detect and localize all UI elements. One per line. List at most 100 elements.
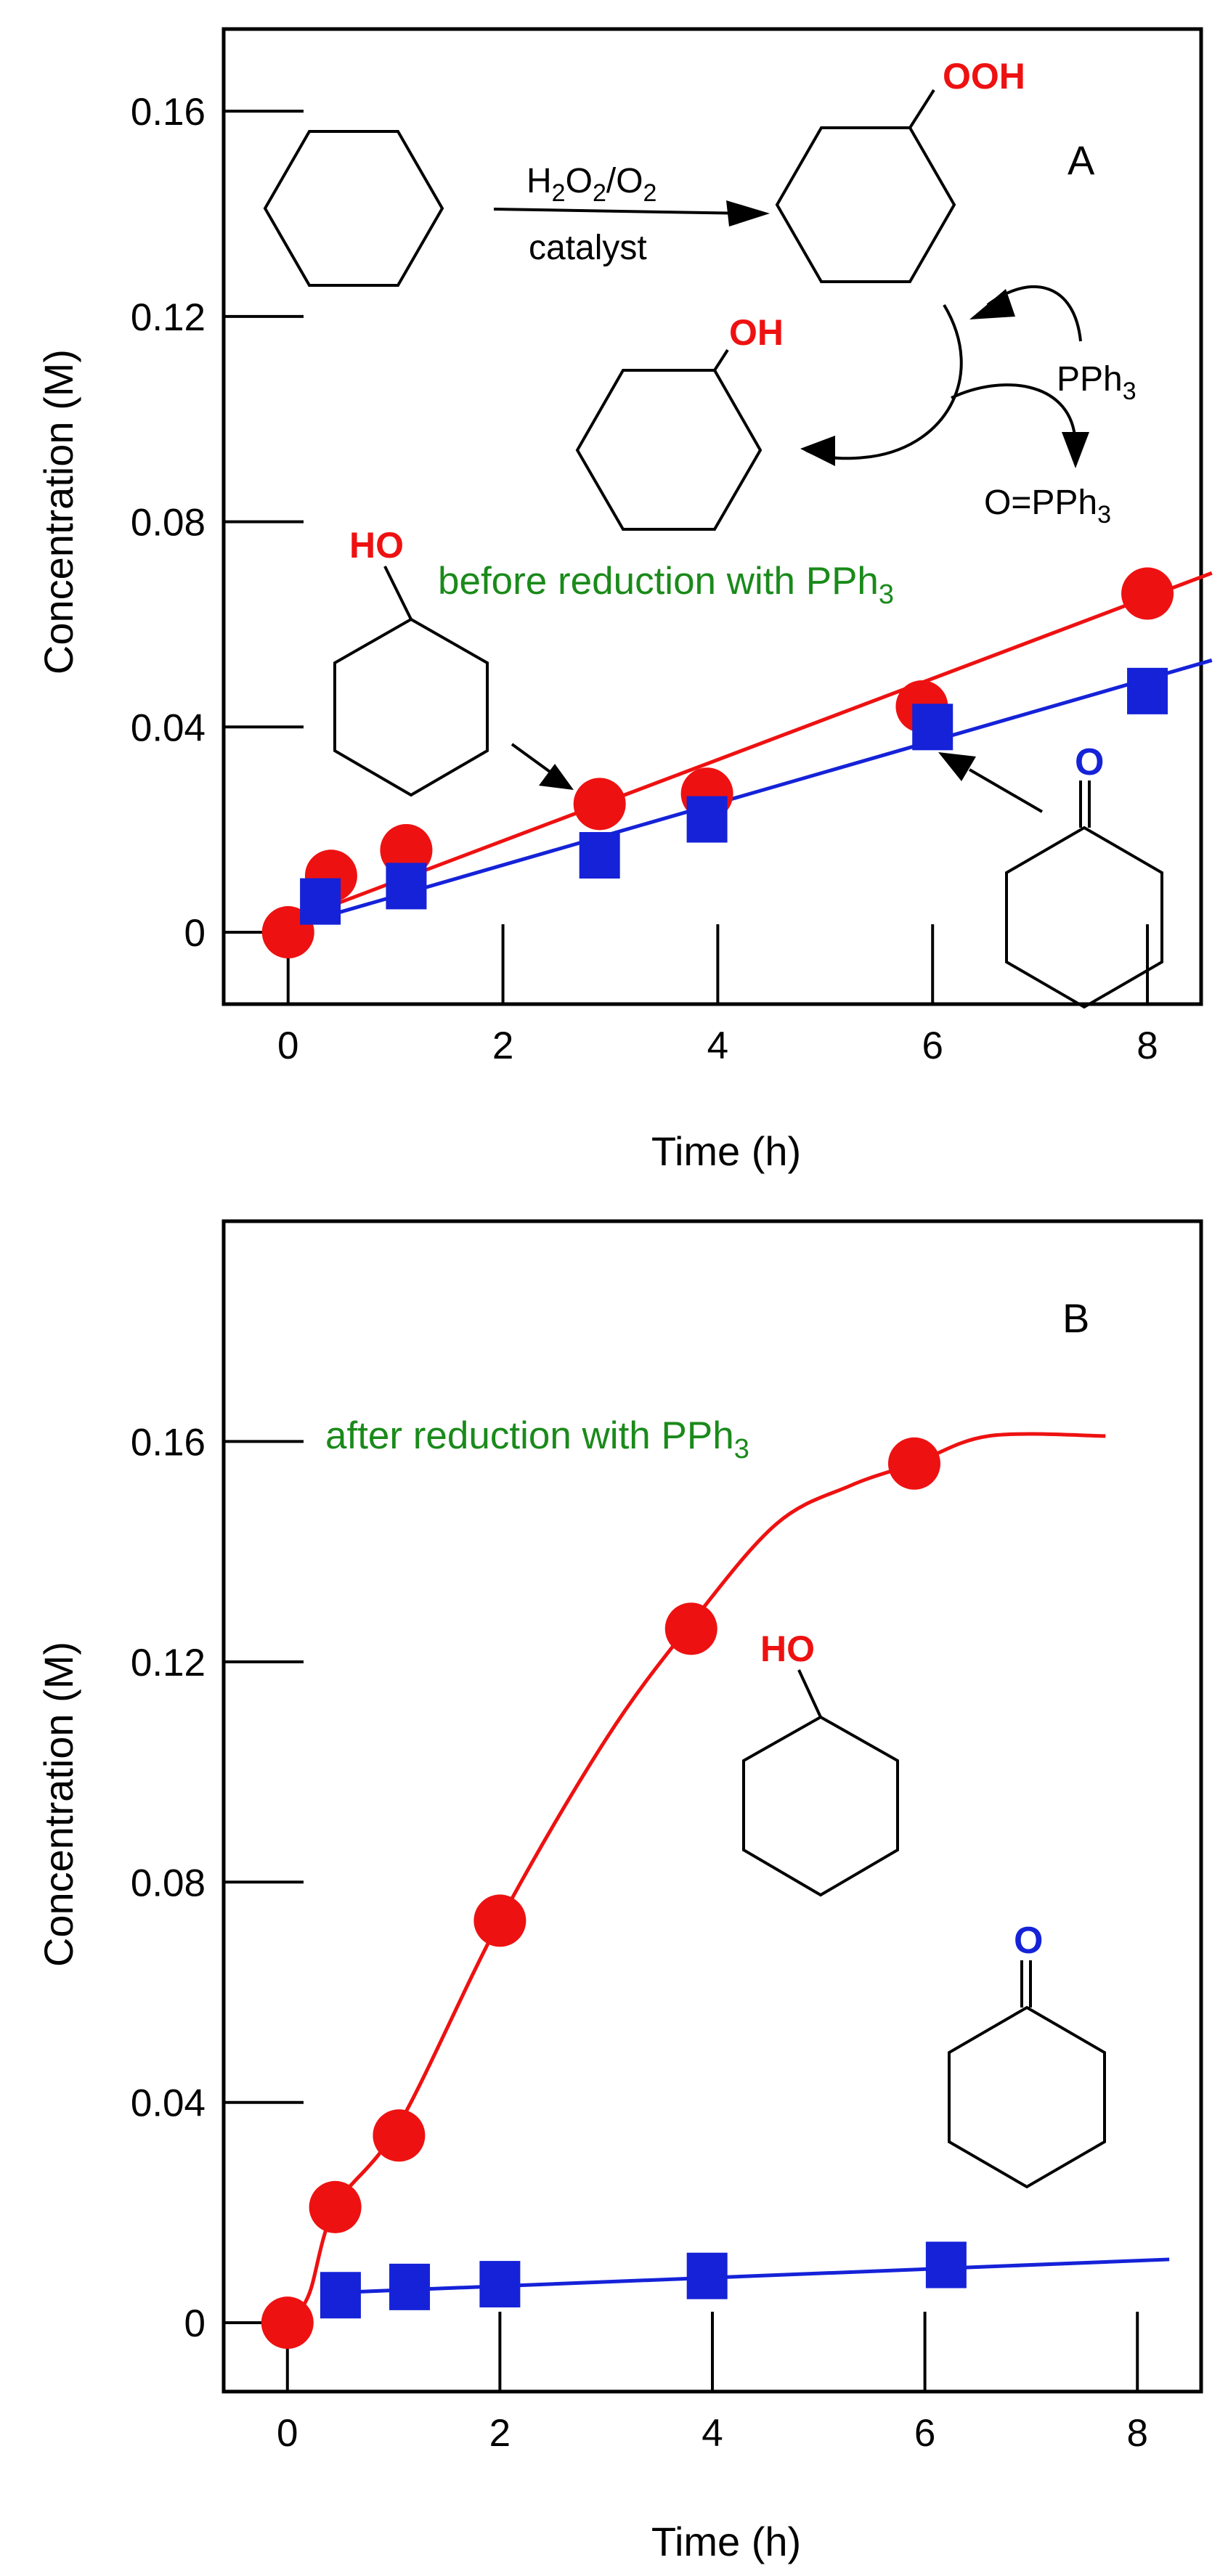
cyclohexanol-point	[573, 778, 626, 831]
reaction-scheme: H2O2/O2 catalyst OOH PPh3 O=PPh3 OH	[263, 56, 1136, 531]
reagent-label: H2O2/O2	[526, 162, 656, 207]
ooh-bond	[908, 89, 935, 129]
cyclohexane-ring	[263, 130, 444, 287]
cyclohexanone-point	[386, 863, 427, 910]
ketone-pointer-head-a	[938, 752, 976, 781]
a-y-tick-label: 0	[184, 912, 206, 955]
ho-label-a: HO	[349, 525, 404, 566]
b-x-tick-label: 8	[1126, 2412, 1147, 2455]
panel-a-fit-lines	[287, 571, 1213, 929]
panel-b-annotation: after reduction with PPh3	[325, 1414, 749, 1464]
panel-b: 0 0.04 0.08 0.12 0.16 0 2 4 6 8 Time (h) Concentr…	[36, 1219, 1203, 2564]
cyclohexanone-point	[320, 2272, 361, 2319]
b-y-tick-label: 0.08	[131, 1862, 206, 1904]
alcohol-pointer-a	[511, 743, 553, 775]
ho-label-b: HO	[760, 1629, 815, 1669]
cyclohexanone-fit-line	[340, 2257, 1170, 2294]
cyclohexanone-point	[925, 2241, 967, 2288]
b-y-tick-label: 0.16	[131, 1421, 206, 1464]
panel-a-y-axis-title: Concentration (M)	[36, 349, 81, 674]
panel-b-ticks	[224, 1440, 1139, 2392]
panel-a: 0 0.04 0.08 0.12 0.16 0 2 4 6 8 Time (h) Concentr…	[36, 27, 1213, 1174]
b-x-tick-label: 6	[914, 2412, 935, 2455]
panel-a-markers	[261, 567, 1174, 959]
a-x-tick-label: 0	[277, 1024, 298, 1067]
cyclohexanol-point	[1121, 567, 1174, 620]
cyclohexanone-ring-b	[948, 2005, 1106, 2189]
panel-a-annotation: before reduction with PPh3	[438, 560, 894, 610]
cyclohexanone-point	[686, 2252, 728, 2299]
cyclohexanol-curve	[285, 1432, 1106, 2324]
panel-a-tick-labels: 0 0.04 0.08 0.12 0.16 0 2 4 6 8	[131, 91, 1158, 1067]
ketone-structure-b: O	[948, 1920, 1106, 2189]
pph3-arrowhead	[969, 289, 1015, 319]
cyclohexanol-point	[309, 2180, 362, 2233]
cyclohexanol-point	[373, 2109, 426, 2162]
a-x-tick-label: 6	[922, 1024, 943, 1067]
cyclohexanone-point	[579, 832, 620, 879]
opph3-label: O=PPh3	[984, 484, 1111, 529]
opph3-arrow-curve	[951, 383, 1076, 436]
hydroperoxide-ring	[775, 126, 956, 283]
ketone-structure-a: O	[938, 741, 1163, 1009]
a-y-tick-label: 0.16	[131, 91, 206, 134]
b-x-tick-label: 4	[702, 2412, 723, 2455]
cyclohexanol-point	[261, 2296, 314, 2349]
a-y-tick-label: 0.12	[131, 296, 206, 339]
a-x-tick-label: 2	[492, 1024, 513, 1067]
cyclohexanone-point	[479, 2261, 521, 2308]
panel-b-y-axis-title: Concentration (M)	[36, 1642, 81, 1967]
b-x-tick-label: 0	[277, 2412, 298, 2455]
panel-a-frame	[221, 27, 1203, 1006]
panel-b-frame	[221, 1219, 1203, 2394]
panel-b-tick-labels: 0 0.04 0.08 0.12 0.16 0 2 4 6 8	[131, 1421, 1148, 2455]
cyclohexanol-ring-a	[333, 617, 489, 797]
cyclohexanone-point	[686, 796, 728, 843]
o-label-a: O	[1075, 741, 1104, 783]
a-x-tick-label: 8	[1136, 1024, 1158, 1067]
ho-bond-b	[797, 1669, 822, 1718]
panel-b-curves	[285, 1432, 1170, 2324]
cyclohexanone-point	[912, 704, 953, 751]
oh-label: OH	[729, 312, 784, 353]
a-y-tick-label: 0.04	[131, 706, 206, 749]
a-y-tick-label: 0.08	[131, 502, 206, 545]
cyclohexanol-fit-line	[287, 571, 1213, 924]
pph3-label: PPh3	[1057, 360, 1136, 405]
cyclohexanol-point	[887, 1437, 940, 1490]
alcohol-pointer-head-a	[539, 764, 574, 790]
catalyst-label: catalyst	[529, 229, 647, 267]
ooh-label: OOH	[943, 56, 1025, 97]
b-y-tick-label: 0.12	[131, 1642, 206, 1684]
ho-bond-a	[383, 566, 412, 620]
alcohol-structure-b: HO	[742, 1629, 899, 1897]
cyclohexanone-point	[389, 2263, 431, 2310]
panel-a-letter: A	[1068, 137, 1095, 183]
panel-b-markers	[261, 1437, 967, 2349]
b-x-tick-label: 2	[489, 2412, 511, 2455]
cyclohexanone-point	[1127, 667, 1168, 714]
panel-a-x-axis-title: Time (h)	[651, 1128, 801, 1174]
opph3-arrowhead	[1062, 432, 1089, 468]
cyclohexanone-fit-line	[288, 659, 1213, 929]
reduction-arrowhead	[800, 436, 835, 466]
cyclohexanone-point	[300, 878, 341, 925]
scheme-arrow-1	[493, 208, 749, 215]
a-x-tick-label: 4	[707, 1024, 728, 1067]
alcohol-structure-a: HO	[333, 525, 574, 797]
panel-b-x-axis-title: Time (h)	[651, 2519, 801, 2564]
cyclohexanol-point	[473, 1894, 526, 1947]
ketone-pointer-a	[968, 768, 1044, 813]
oh-bond	[713, 349, 729, 372]
reduction-arrow-curve	[805, 303, 963, 460]
scheme-arrowhead-1	[726, 200, 770, 227]
cyclohexanone-ring-a	[1005, 826, 1163, 1009]
o-label-b: O	[1014, 1920, 1043, 1962]
panel-b-letter: B	[1062, 1295, 1089, 1341]
cyclohexanol-ring-b	[742, 1715, 899, 1897]
cyclohexanol-point	[664, 1602, 717, 1655]
cyclohexanol-ring-scheme	[575, 369, 763, 531]
b-y-tick-label: 0	[184, 2302, 206, 2345]
b-y-tick-label: 0.04	[131, 2082, 206, 2125]
